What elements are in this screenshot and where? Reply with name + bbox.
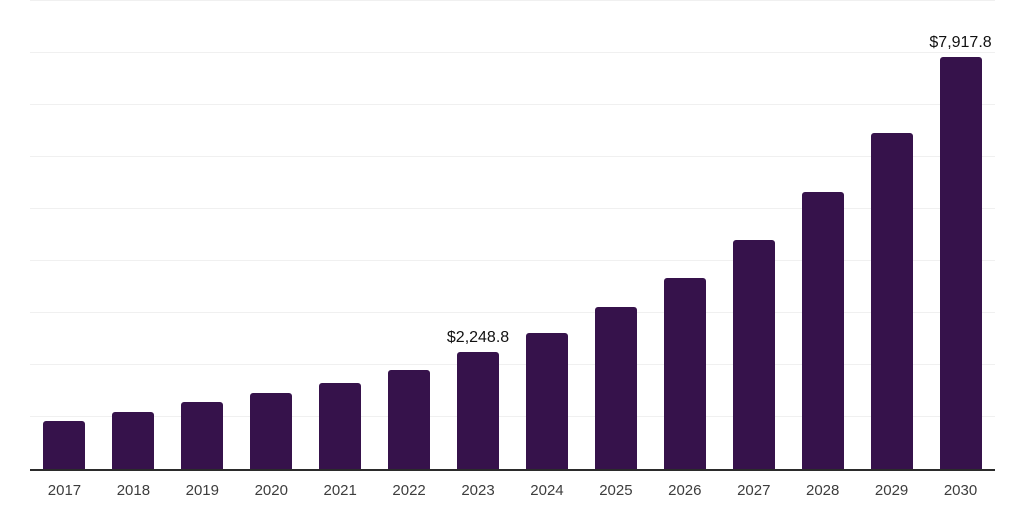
x-tick-label-2025: 2025 <box>599 482 633 499</box>
bar-2022[interactable] <box>388 369 431 469</box>
gridline-5000 <box>30 208 995 209</box>
bar-value-label-2030: $7,917.8 <box>929 34 992 52</box>
x-tick-label-2027: 2027 <box>737 482 771 499</box>
bar-2024[interactable] <box>525 332 568 469</box>
bar-2020[interactable] <box>250 393 293 469</box>
gridline-6000 <box>30 156 995 157</box>
x-tick-label-2030: 2030 <box>943 482 978 499</box>
x-tick-label-2028: 2028 <box>805 482 840 499</box>
x-tick-label-2029: 2029 <box>874 482 909 499</box>
gridline-9000 <box>30 0 995 1</box>
bar-2025[interactable] <box>594 306 637 469</box>
x-tick-label-2020: 2020 <box>254 482 288 499</box>
gridline-3000 <box>30 312 995 313</box>
bar-2027[interactable] <box>732 240 775 469</box>
plot-area: $2,248.8 $7,917.8 <box>30 0 995 471</box>
x-tick-label-2024: 2024 <box>530 482 564 499</box>
bar-2019[interactable] <box>181 402 224 469</box>
bar-2026[interactable] <box>663 277 706 469</box>
x-tick-label-2017: 2017 <box>47 482 82 499</box>
bar-2028[interactable] <box>801 191 844 469</box>
bar-2023[interactable] <box>457 352 500 469</box>
x-tick-label-2018: 2018 <box>116 482 151 499</box>
x-tick-label-2023: 2023 <box>461 482 495 499</box>
bar-2018[interactable] <box>112 411 155 469</box>
x-tick-label-2022: 2022 <box>392 482 426 499</box>
gridline-8000 <box>30 52 995 53</box>
x-tick-label-2021: 2021 <box>323 482 357 499</box>
x-axis: 2017 2018 2019 2020 2021 2022 2023 2024 2025 2026… <box>30 482 995 504</box>
bar-2017[interactable] <box>43 421 86 469</box>
x-tick-label-2026: 2026 <box>668 482 702 499</box>
bar-value-label-2023: $2,248.8 <box>446 329 510 347</box>
gridline-7000 <box>30 104 995 105</box>
gridline-1000 <box>30 416 995 417</box>
gridline-4000 <box>30 260 995 261</box>
bar-2029[interactable] <box>870 132 913 469</box>
x-tick-label-2019: 2019 <box>185 482 219 499</box>
bar-2021[interactable] <box>319 382 362 469</box>
gridline-2000 <box>30 364 995 365</box>
bar-2030[interactable] <box>939 57 982 469</box>
